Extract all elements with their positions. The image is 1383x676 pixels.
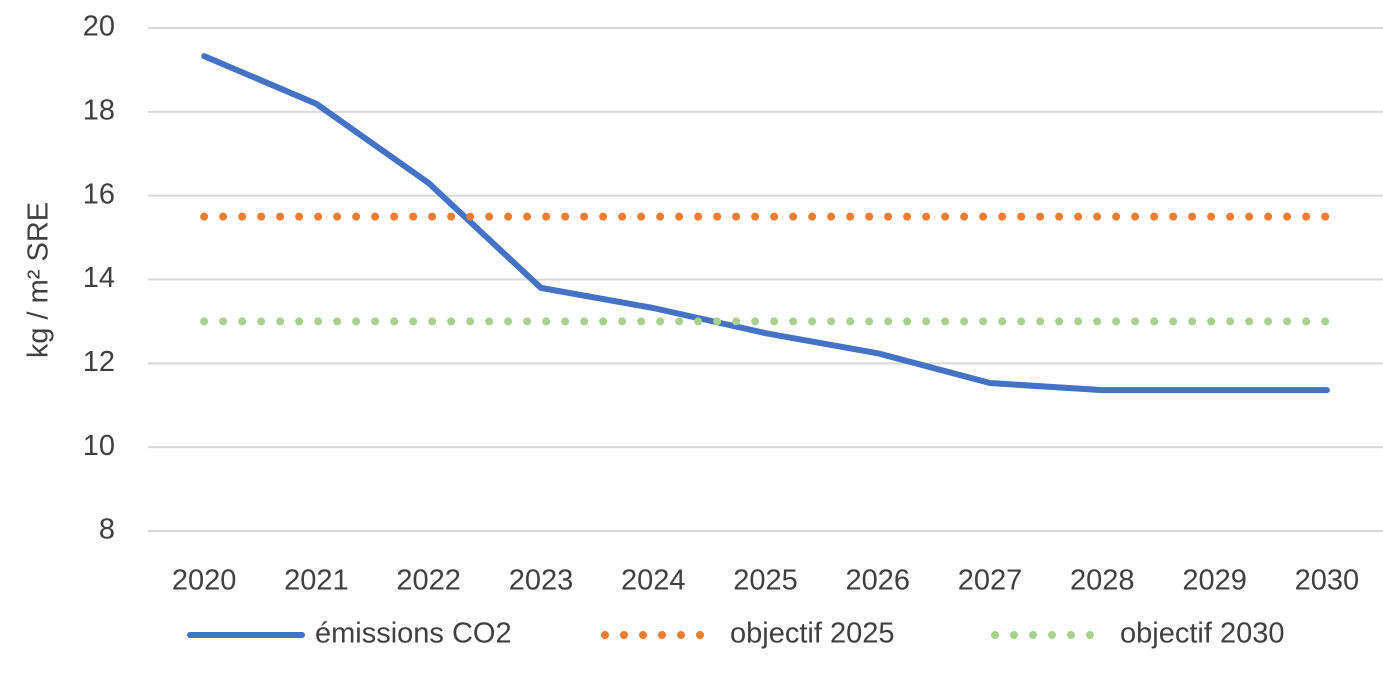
y-tick-label: 16 bbox=[83, 178, 115, 210]
y-tick-label: 8 bbox=[99, 514, 115, 546]
x-tick-label: 2021 bbox=[284, 565, 349, 597]
series-line bbox=[201, 53, 1330, 394]
y-tick-label: 14 bbox=[83, 262, 115, 294]
x-tick-label: 2020 bbox=[172, 565, 237, 597]
y-tick-label: 20 bbox=[83, 11, 115, 43]
x-tick-label: 2025 bbox=[733, 565, 798, 597]
x-tick-label: 2022 bbox=[396, 565, 461, 597]
x-tick-label: 2029 bbox=[1182, 565, 1247, 597]
x-tick-label: 2024 bbox=[621, 565, 686, 597]
x-tick-label: 2027 bbox=[958, 565, 1023, 597]
y-tick-label: 10 bbox=[83, 430, 115, 462]
y-axis-label: kg / m² SRE bbox=[23, 202, 55, 358]
legend-label: objectif 2025 bbox=[730, 618, 894, 650]
y-tick-label: 12 bbox=[83, 346, 115, 378]
x-tick-label: 2026 bbox=[846, 565, 911, 597]
legend-label: émissions CO2 bbox=[315, 618, 512, 650]
x-tick-label: 2023 bbox=[509, 565, 574, 597]
legend-label: objectif 2030 bbox=[1120, 618, 1284, 650]
y-tick-label: 18 bbox=[83, 94, 115, 126]
x-tick-label: 2030 bbox=[1295, 565, 1360, 597]
x-tick-label: 2028 bbox=[1070, 565, 1135, 597]
